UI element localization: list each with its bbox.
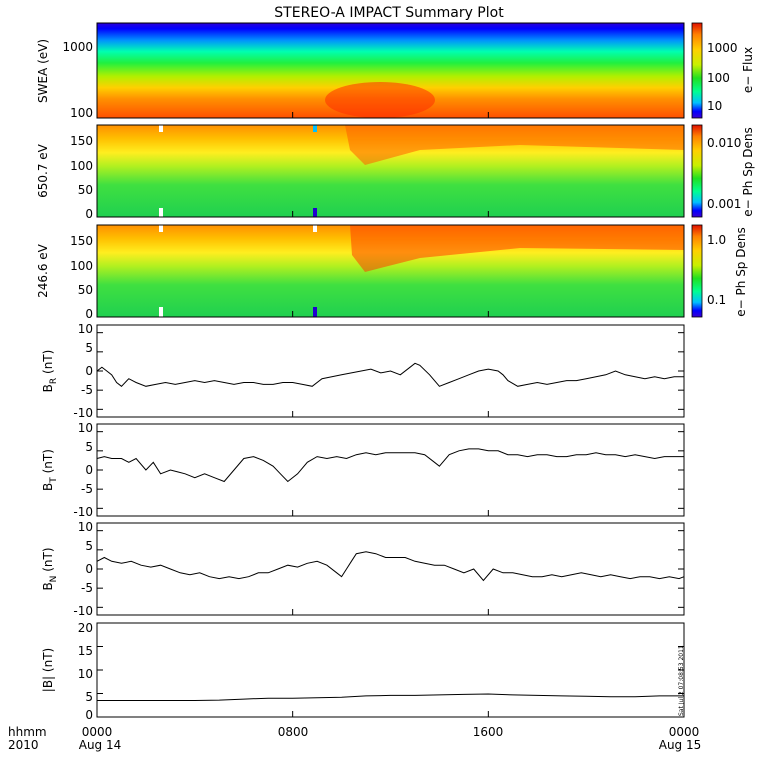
pad-246-enhancement — [350, 225, 684, 272]
bt-ylabel-unit: (nT) — [41, 449, 55, 473]
bn-ylabel-unit: (nT) — [41, 547, 55, 571]
pad-650-gap-1 — [159, 125, 163, 132]
bt-ylabel-sub: T — [49, 477, 59, 484]
pad-246-ytick-100: 100 — [70, 259, 93, 273]
pad-650-ytick-150: 150 — [70, 134, 93, 148]
br-ylabel-unit: (nT) — [41, 350, 55, 374]
bt-ytick-0: 0 — [85, 463, 93, 477]
pad-650-ylabel: 650.7 eV — [36, 143, 50, 198]
bn-ytick-5: 5 — [85, 539, 93, 553]
pad-650-gap-2 — [159, 208, 163, 217]
pad-246-colorbar-tick-low: 0.1 — [707, 293, 726, 307]
bn-ytick-10: 10 — [78, 520, 93, 534]
br-ytick-m5: -5 — [81, 383, 93, 397]
x-axis: hhmm 2010 0000 0800 1600 0000 Aug 14 Aug… — [8, 725, 701, 752]
timestamp-label: Sat Jul 2 07:08:53 2011 — [678, 645, 685, 716]
pad-650-panel: 150 100 50 0 650.7 eV 0.010 0.001 e− Ph … — [36, 124, 755, 221]
bmag-ytick-0: 0 — [85, 708, 93, 722]
bn-ylabel: BN (nT) — [41, 547, 59, 590]
bt-ytick-5: 5 — [85, 440, 93, 454]
bmag-frame — [96, 622, 685, 718]
swea-colorbar-tick-1000: 1000 — [707, 41, 738, 55]
bn-series-line — [96, 551, 685, 582]
bt-panel: 10 5 0 -5 -10 BT (nT) — [41, 421, 685, 519]
x-left-label-top: hhmm — [8, 725, 47, 739]
swea-ytick-1000: 1000 — [62, 40, 93, 54]
swea-ylabel: SWEA (eV) — [36, 39, 50, 103]
br-ylabel: BR (nT) — [41, 350, 59, 393]
bn-ylabel-sub: N — [49, 576, 59, 583]
bmag-ytick-20: 20 — [78, 621, 93, 635]
pad-650-colorbar — [691, 124, 703, 218]
pad-246-frame — [96, 224, 685, 318]
pad-246-colorbar — [691, 224, 703, 318]
bn-ylabel-main: B — [41, 582, 55, 590]
pad-650-frame — [96, 124, 685, 218]
pad-246-gap-1 — [159, 225, 163, 232]
pad-650-colorbar-label: e− Ph Sp Dens — [741, 127, 755, 216]
bt-frame — [96, 423, 685, 517]
pad-246-ytick-150: 150 — [70, 234, 93, 248]
pad-650-gap-3 — [313, 125, 317, 132]
bmag-panel: 20 15 10 5 0 |B| (nT) Sat Jul 2 07:08:53… — [41, 621, 685, 722]
x-tick-3: 0000 — [669, 725, 700, 739]
swea-colorbar-label: e− Flux — [741, 47, 755, 93]
swea-enhancement — [325, 82, 435, 118]
bt-series-line — [96, 448, 684, 483]
x-left-label-bottom: 2010 — [8, 738, 39, 752]
bmag-ytick-5: 5 — [85, 690, 93, 704]
swea-colorbar-tick-10: 10 — [707, 99, 722, 113]
pad-650-colorbar-tick-high: 0.010 — [707, 136, 741, 150]
x-tick-1: 0800 — [278, 725, 309, 739]
swea-ytick-100: 100 — [70, 106, 93, 120]
bmag-ytick-10: 10 — [78, 667, 93, 681]
bn-ytick-0: 0 — [85, 562, 93, 576]
swea-colorbar-tick-100: 100 — [707, 71, 730, 85]
x-sublabel-3: Aug 15 — [659, 738, 702, 752]
br-series-line — [96, 362, 684, 387]
pad-246-gap-4 — [313, 307, 317, 317]
br-ylabel-sub: R — [49, 378, 59, 384]
swea-spectrogram-panel: 1000 100 SWEA (eV) 1000 100 10 e− Flux — [36, 22, 755, 120]
pad-246-ytick-0: 0 — [85, 307, 93, 321]
pad-650-colorbar-tick-low: 0.001 — [707, 197, 741, 211]
br-ytick-m10: -10 — [73, 406, 93, 420]
bt-ytick-m5: -5 — [81, 482, 93, 496]
bn-ytick-m10: -10 — [73, 604, 93, 618]
pad-650-ytick-100: 100 — [70, 159, 93, 173]
pad-246-ytick-50: 50 — [78, 283, 93, 297]
plot-title: STEREO-A IMPACT Summary Plot — [274, 5, 504, 21]
bn-ytick-m5: -5 — [81, 581, 93, 595]
pad-650-enhancement — [345, 125, 684, 165]
x-tick-0: 0000 — [82, 725, 113, 739]
x-sublabel-0: Aug 14 — [79, 738, 122, 752]
bt-ylabel: BT (nT) — [41, 449, 59, 491]
x-tick-2: 1600 — [473, 725, 504, 739]
swea-frame — [96, 22, 685, 119]
bmag-ylabel: |B| (nT) — [41, 648, 55, 692]
bt-ytick-m10: -10 — [73, 505, 93, 519]
pad-246-gap-2 — [159, 307, 163, 317]
bt-ylabel-main: B — [41, 483, 55, 491]
bn-frame — [96, 522, 685, 616]
bt-ytick-10: 10 — [78, 421, 93, 435]
pad-650-ytick-0: 0 — [85, 207, 93, 221]
pad-246-panel: 150 100 50 0 246.6 eV 1.0 0.1 e− Ph Sp D… — [36, 224, 748, 321]
pad-650-gap-4 — [313, 208, 317, 217]
swea-colorbar — [691, 22, 703, 119]
pad-246-gap-3 — [313, 225, 317, 232]
br-ytick-5: 5 — [85, 341, 93, 355]
pad-650-ytick-50: 50 — [78, 183, 93, 197]
pad-246-colorbar-tick-high: 1.0 — [707, 233, 726, 247]
pad-246-ylabel: 246.6 eV — [36, 243, 50, 298]
br-ylabel-main: B — [41, 384, 55, 392]
bmag-series-line — [97, 693, 684, 701]
pad-246-colorbar-label: e− Ph Sp Dens — [734, 227, 748, 316]
br-ytick-0: 0 — [85, 364, 93, 378]
br-panel: 10 5 0 -5 -10 BR (nT) — [41, 322, 685, 420]
br-ytick-10: 10 — [78, 322, 93, 336]
bmag-ytick-15: 15 — [78, 644, 93, 658]
bn-panel: 10 5 0 -5 -10 BN (nT) — [41, 520, 685, 618]
